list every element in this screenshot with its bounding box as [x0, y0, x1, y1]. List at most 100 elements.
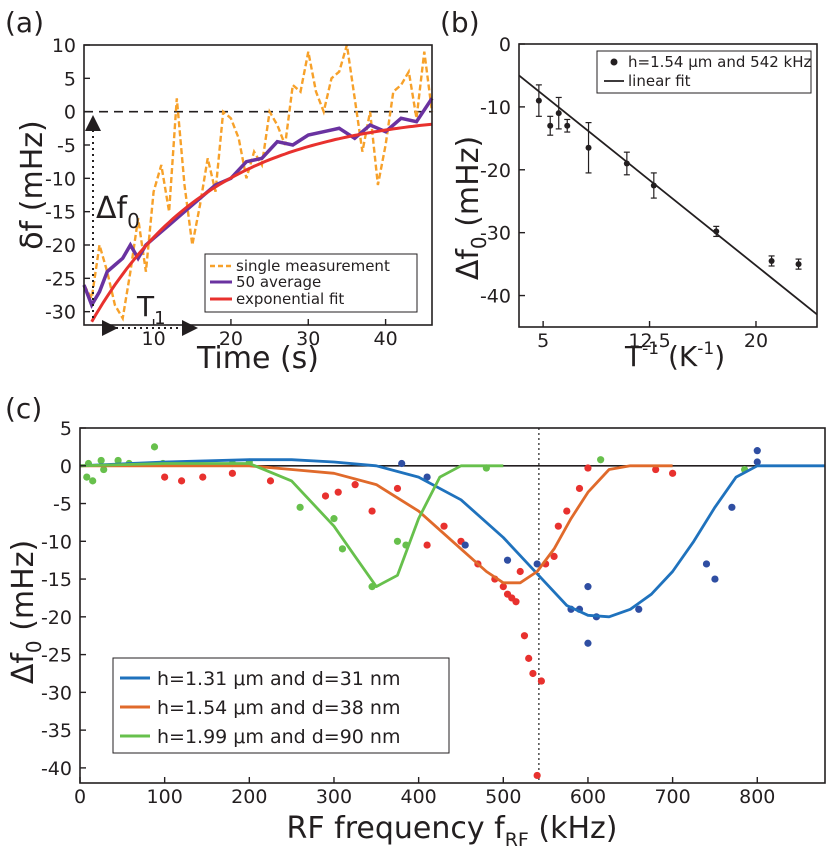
panel-c-frame [79, 427, 826, 784]
panel-c-xlabel: RF frequency fRF (kHz) [287, 811, 618, 847]
x-tick-label: 12.5 [628, 330, 670, 352]
x-tick-label: 40 [374, 328, 398, 350]
red-point [393, 484, 402, 493]
data-point [768, 257, 775, 264]
y-tick-label: -10 [480, 97, 511, 119]
x-tick-label: 700 [654, 786, 690, 808]
red-point [161, 473, 169, 481]
blue-point [533, 560, 541, 568]
red-point [440, 522, 448, 530]
panel-a-frame [83, 44, 433, 326]
exponential-fit-line [90, 122, 433, 323]
green-point [100, 465, 108, 474]
y-tick-label: -20 [45, 235, 76, 257]
data-point [795, 261, 802, 268]
y-tick-label: -5 [53, 494, 72, 516]
y-tick-label: 0 [60, 456, 72, 478]
panel-b-ylabel: Δf0 (mHz) [451, 136, 491, 280]
data-point [650, 182, 657, 189]
red-point [533, 771, 541, 780]
green-point [150, 443, 159, 451]
data-point [564, 122, 571, 129]
red-point [266, 477, 275, 485]
blue-point [702, 560, 711, 568]
blue-point [635, 605, 643, 613]
blue-point [753, 458, 761, 466]
panel-a-label: (a) [5, 6, 44, 39]
red-point [499, 583, 507, 591]
panel-a-legend: single measurement 50 average exponentia… [204, 253, 418, 313]
data-point [535, 97, 542, 104]
red-point [537, 677, 545, 685]
panel-a-xlabel: Time (s) [196, 341, 319, 376]
y-tick-label: -10 [41, 531, 72, 553]
red-point [563, 507, 571, 515]
panel-c: (c) 0 100 200 300 400 500 600 700 800 5 0 -5 -10 -15 -… [5, 392, 826, 847]
green-point [97, 456, 105, 465]
y-tick-label: -30 [45, 302, 76, 324]
data-point [713, 228, 720, 235]
green-point [296, 503, 304, 511]
red-point [423, 541, 431, 549]
red-point [669, 469, 677, 477]
y-tick-label: 5 [64, 68, 76, 90]
panel-a-ylabel: δf (mHz) [15, 120, 50, 249]
data-point [547, 122, 554, 129]
blue-point [423, 473, 431, 481]
x-tick-label: 600 [570, 786, 606, 808]
x-tick-label: 800 [739, 786, 775, 808]
y-tick-label: 0 [64, 102, 76, 124]
panel-b-legend: h=1.54 μm and 542 kHz linear fit [596, 50, 812, 94]
green-point [114, 456, 122, 465]
red-point [199, 473, 207, 481]
red-point [529, 669, 537, 678]
legend-orange-label: h=1.54 μm and d=38 nm [157, 697, 400, 719]
orange-fit-curve [80, 464, 673, 585]
green-point [393, 537, 402, 545]
x-tick-label: 5 [537, 330, 549, 352]
y-tick-label: -15 [45, 202, 76, 224]
y-tick-label: -25 [41, 645, 72, 667]
y-tick-label: -40 [41, 758, 72, 780]
blue-point [461, 541, 469, 549]
y-tick-label: 0 [499, 34, 511, 56]
x-tick-label: 30 [296, 328, 320, 350]
panel-c-label: (c) [5, 392, 42, 425]
panel-c-ylabel: Δf0 (mHz) [6, 540, 46, 684]
red-point [652, 465, 660, 474]
red-point [516, 567, 524, 576]
legend-blue-label: h=1.31 μm and d=31 nm [157, 668, 400, 690]
y-tick-label: -35 [41, 720, 72, 742]
df0-annotation: Δf0 [96, 191, 140, 233]
y-tick-label: 10 [52, 35, 76, 57]
y-tick-label: -30 [41, 682, 72, 704]
panel-b-xlabel: T-1 (K-1) [624, 339, 725, 373]
y-tick-label: -5 [57, 135, 76, 157]
x-tick-label: 400 [401, 786, 437, 808]
y-tick-label: -30 [480, 223, 511, 245]
y-tick-label: -10 [45, 168, 76, 190]
green-point [89, 477, 97, 485]
red-point [584, 464, 592, 472]
blue-fit-curve [79, 458, 825, 619]
y-tick-label: -40 [480, 286, 511, 308]
x-tick-label: 10 [142, 328, 166, 350]
legend-data-marker [610, 58, 618, 66]
x-tick-label: 500 [485, 786, 521, 808]
panel-b: (b) 5 12.5 20 0 -10 -20 -30 -40 Δf0 (mHz) T-1 (… [440, 6, 818, 373]
red-point [177, 477, 186, 485]
t1-annotation: T1 [136, 290, 166, 329]
data-point [623, 160, 630, 167]
red-point [512, 598, 520, 606]
data-point [585, 144, 592, 151]
blue-point [398, 459, 406, 468]
red-point [575, 484, 584, 493]
legend-data-label: h=1.54 μm and 542 kHz [628, 53, 812, 71]
panel-c-legend: h=1.31 μm and d=31 nm h=1.54 μm and d=38… [112, 657, 450, 754]
panel-b-frame [518, 43, 818, 328]
red-point [550, 552, 558, 561]
y-tick-label: -25 [45, 268, 76, 290]
green-point [330, 515, 338, 523]
x-tick-label: 20 [219, 328, 243, 350]
